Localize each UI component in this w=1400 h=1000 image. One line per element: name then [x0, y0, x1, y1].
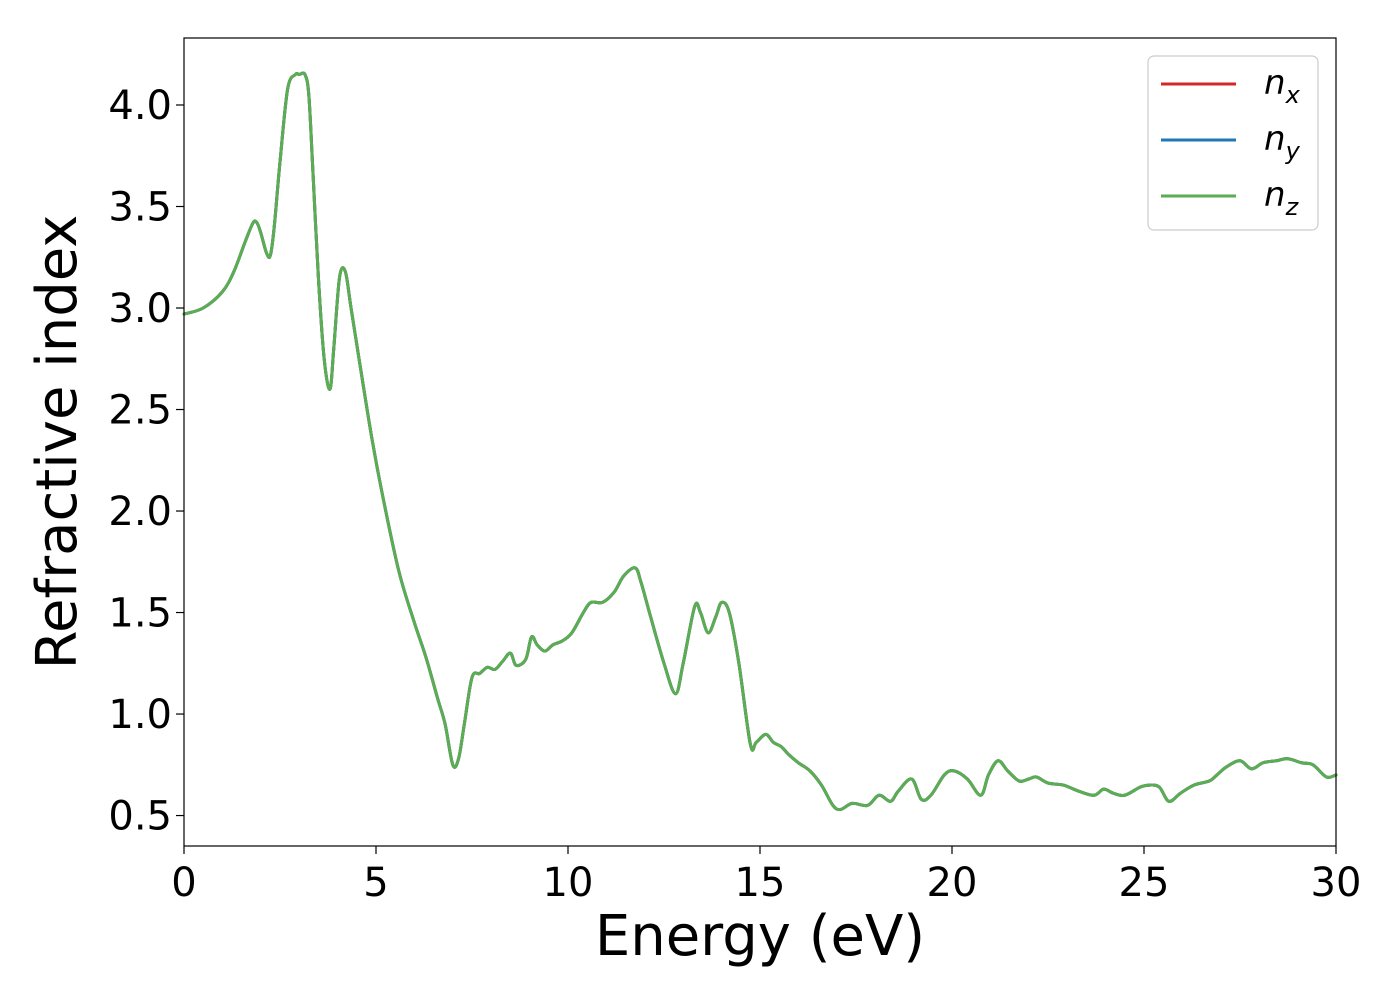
- y-tick-label: 2.5: [108, 388, 172, 434]
- x-axis-label: Energy (eV): [595, 904, 925, 969]
- legend-box: [1147, 55, 1319, 231]
- y-axis-label: Refractive index: [25, 215, 90, 670]
- y-tick-label: 2.0: [108, 489, 172, 535]
- legend-label-n-y: ny: [1264, 119, 1301, 165]
- y-tick-label: 4.0: [108, 83, 172, 129]
- x-tick-label: 5: [363, 860, 388, 906]
- legend-items: nx ny nz: [1161, 63, 1301, 221]
- x-axis-ticks: 0 5 10 15 20 25 30: [171, 846, 1361, 906]
- x-tick-label: 10: [543, 860, 594, 906]
- series-layer: [182, 71, 1338, 812]
- legend-label-n-x: nx: [1264, 63, 1301, 109]
- y-axis-ticks: 0.5 1.0 1.5 2.0 2.5 3.0 3.5 4.0: [108, 83, 184, 840]
- legend-label-n-z: nz: [1264, 175, 1300, 221]
- y-tick-label: 1.5: [108, 591, 172, 637]
- series-line-n-z: [182, 71, 1338, 812]
- x-tick-label: 30: [1311, 860, 1362, 906]
- legend: nx ny nz: [1147, 55, 1319, 231]
- y-tick-label: 0.5: [108, 794, 172, 840]
- x-tick-label: 20: [927, 860, 978, 906]
- y-tick-label: 1.0: [108, 692, 172, 738]
- x-tick-label: 0: [171, 860, 196, 906]
- y-tick-label: 3.5: [108, 185, 172, 231]
- plot-area: [184, 38, 1336, 846]
- x-tick-label: 25: [1119, 860, 1170, 906]
- y-tick-label: 3.0: [108, 286, 172, 332]
- x-tick-label: 15: [735, 860, 786, 906]
